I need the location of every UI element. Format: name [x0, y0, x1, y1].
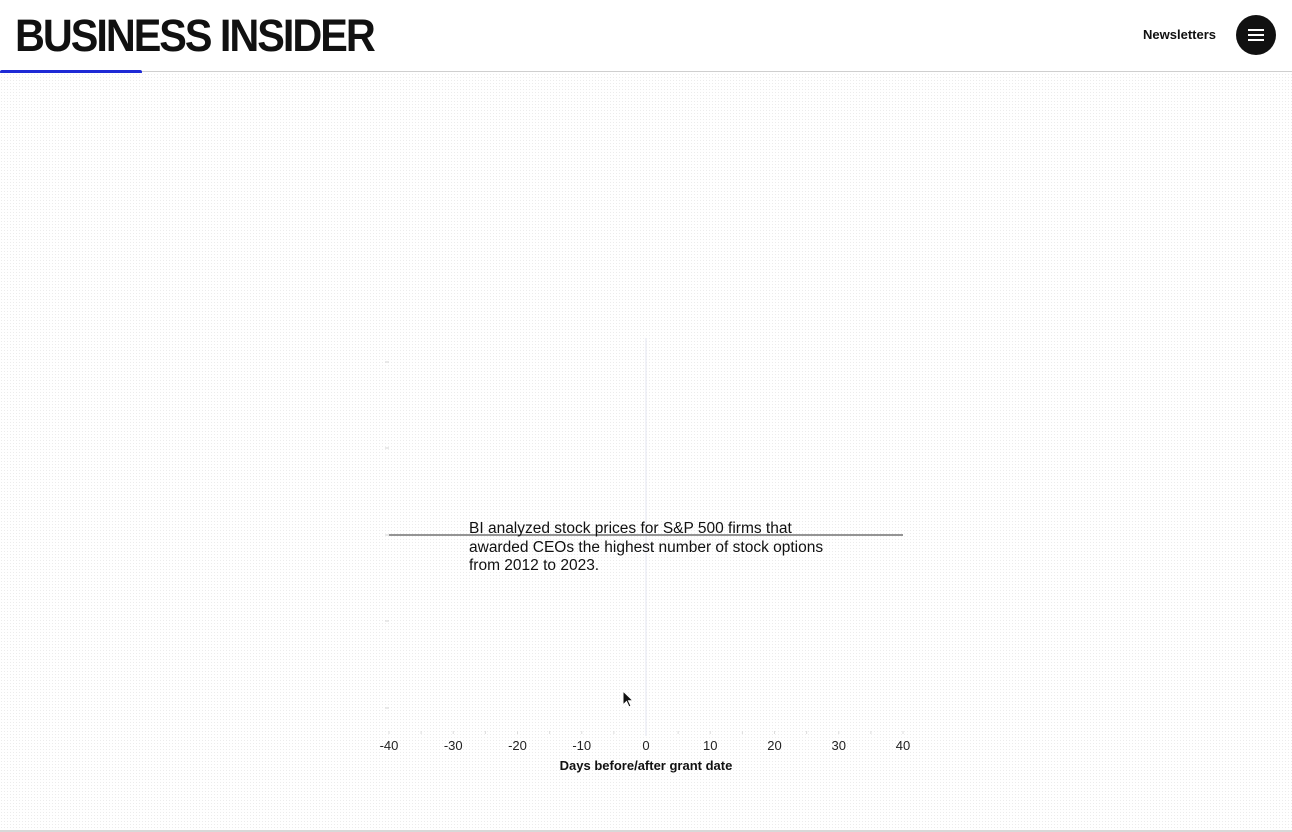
site-header: BUSINESS INSIDER Newsletters [0, 0, 1292, 72]
x-tick-label: -30 [444, 738, 463, 753]
hamburger-menu-icon [1248, 29, 1264, 31]
mouse-cursor-icon [622, 690, 635, 708]
x-tick-label: -20 [508, 738, 527, 753]
x-axis-title: Days before/after grant date [560, 758, 733, 773]
x-tick-label: -40 [380, 738, 399, 753]
reading-progress-bar [0, 70, 142, 74]
chart: -40 -30 -20 -10 0 10 20 30 40 Days before/after … [380, 338, 911, 773]
x-tick-label: 10 [703, 738, 717, 753]
x-tick-label: 30 [832, 738, 846, 753]
site-logo[interactable]: BUSINESS INSIDER [15, 10, 376, 61]
y-axis-ticks [385, 361, 389, 709]
page-bottom-border [0, 830, 1292, 832]
x-tick-label: 40 [896, 738, 910, 753]
x-tick-label: 0 [642, 738, 649, 753]
newsletters-link[interactable]: Newsletters [1143, 27, 1216, 42]
chart-section: -40 -30 -20 -10 0 10 20 30 40 Days before/after … [0, 73, 1292, 832]
x-axis-tick-labels: -40 -30 -20 -10 0 10 20 30 40 [380, 738, 911, 753]
menu-button[interactable] [1236, 15, 1276, 55]
x-tick-label: 20 [767, 738, 781, 753]
x-tick-label: -10 [572, 738, 591, 753]
chart-annotation: BI analyzed stock prices for S&P 500 fir… [469, 520, 824, 574]
